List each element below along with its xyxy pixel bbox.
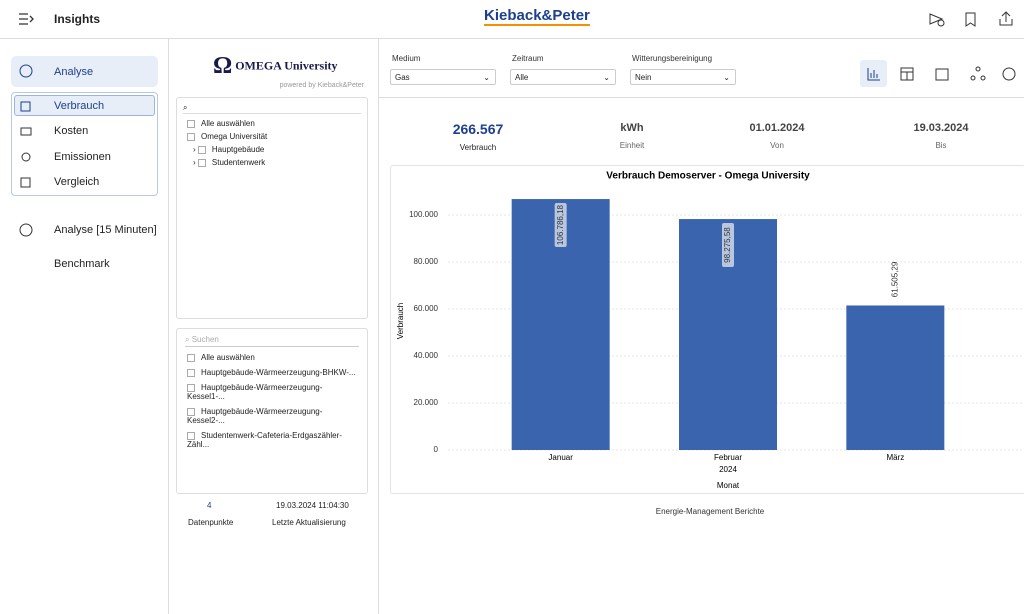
kpi-value: 266.567 bbox=[452, 121, 504, 137]
kpi-label: Bis bbox=[935, 141, 947, 150]
value-label: 61.505,29 bbox=[890, 261, 899, 297]
nav-item[interactable]: Vergleich bbox=[54, 176, 100, 188]
tree-text: Alle auswählen bbox=[201, 119, 255, 128]
bar bbox=[846, 305, 945, 450]
x-tick-label: Februar bbox=[714, 453, 742, 462]
list-box: ⌕ Suchen Alle auswählen Hauptgebäude-Wär… bbox=[176, 328, 368, 494]
tree-item[interactable]: Alle auswählen bbox=[187, 119, 357, 128]
kpi-value: 01.01.2024 bbox=[749, 122, 805, 134]
university-logo: Ω OMEGA University bbox=[213, 53, 338, 79]
stat-value: 19.03.2024 11:04:30 bbox=[276, 501, 349, 510]
tree-item[interactable]: › Hauptgebäude bbox=[193, 145, 265, 154]
list-search[interactable]: ⌕ Suchen bbox=[185, 335, 359, 347]
filter-select[interactable]: Nein ⌄ bbox=[630, 69, 736, 85]
list-text: Hauptgebäude-Wärmeerzeugung-Kessel1-... bbox=[187, 383, 323, 401]
x-tick-label: Januar bbox=[548, 453, 573, 462]
list-item[interactable]: Hauptgebäude-Wärmeerzeugung-Kessel2-... bbox=[187, 407, 357, 425]
list-text: Alle auswählen bbox=[201, 353, 255, 362]
list-text: Studentenwerk-Cafeteria-Erdgaszähler-Zäh… bbox=[187, 431, 342, 449]
logo-text: OMEGA University bbox=[235, 58, 338, 73]
nav-item[interactable]: Analyse bbox=[54, 66, 94, 78]
selection-panel: Ω OMEGA University powered by Kieback&Pe… bbox=[169, 39, 379, 614]
nav-icons bbox=[19, 64, 33, 237]
list-item[interactable]: Hauptgebäude-Wärmeerzeugung-BHKW-... bbox=[187, 368, 357, 377]
menu-icon[interactable] bbox=[18, 12, 36, 26]
stat-label: Datenpunkte bbox=[188, 518, 234, 527]
tree-box: ⌕ Alle auswählen Omega Universität › Hau… bbox=[176, 97, 368, 319]
list-item[interactable]: Alle auswählen bbox=[187, 353, 357, 362]
stat-label: Letzte Aktualisierung bbox=[272, 518, 346, 527]
chart: Verbrauch Demoserver - Omega University … bbox=[390, 165, 1024, 494]
nav-item[interactable]: Benchmark bbox=[54, 258, 110, 270]
filter-bar: Medium Gas ⌄ Zeitraum Alle ⌄ Witterungsber… bbox=[379, 39, 1024, 98]
filter-label: Zeitraum bbox=[512, 54, 544, 63]
filter-label: Medium bbox=[392, 54, 421, 63]
kpi-label: Von bbox=[770, 141, 784, 150]
y-tick-label: 60.000 bbox=[414, 304, 439, 313]
footer-text: Energie-Management Berichte bbox=[655, 507, 765, 516]
filter-label: Witterungsbereinigung bbox=[632, 54, 713, 63]
list-text: Hauptgebäude-Wärmeerzeugung-BHKW-... bbox=[201, 368, 356, 377]
filter-value: Alle bbox=[515, 73, 529, 82]
header: Insights Kieback&Peter bbox=[0, 0, 1024, 39]
tree-item[interactable]: Omega Universität bbox=[187, 132, 357, 141]
value-label: 106.786,18 bbox=[556, 204, 565, 245]
nav-sub-active bbox=[14, 95, 155, 116]
filter-select[interactable]: Alle ⌄ bbox=[510, 69, 616, 85]
tree-text: Studentenwerk bbox=[211, 158, 266, 167]
list-text: Hauptgebäude-Wärmeerzeugung-Kessel2-... bbox=[187, 407, 323, 425]
kpi-value: 19.03.2024 bbox=[913, 122, 969, 134]
kpi-label: Verbrauch bbox=[459, 143, 497, 152]
kpi-value: kWh bbox=[620, 122, 644, 134]
y-tick-label: 0 bbox=[434, 445, 439, 454]
list-item[interactable]: Hauptgebäude-Wärmeerzeugung-Kessel1-... bbox=[187, 383, 357, 401]
y-tick-label: 80.000 bbox=[414, 257, 439, 266]
tree-text: Hauptgebäude bbox=[211, 145, 265, 154]
value-label-bg bbox=[722, 223, 734, 268]
x-tick-label: März bbox=[886, 453, 904, 462]
filter-select[interactable]: Gas ⌄ bbox=[390, 69, 496, 85]
kpi-label: Einheit bbox=[619, 141, 645, 150]
value-label-bg bbox=[554, 203, 567, 248]
x-axis-label: Monat bbox=[717, 481, 740, 490]
tree-text: Omega Universität bbox=[201, 132, 268, 141]
y-tick-label: 40.000 bbox=[414, 351, 439, 360]
filter-value: Gas bbox=[395, 73, 410, 82]
chart-title: Verbrauch Demoserver - Omega University bbox=[606, 171, 810, 182]
tree-item[interactable]: › Studentenwerk bbox=[193, 158, 266, 167]
brand-logo: Kieback&Peter bbox=[484, 7, 590, 26]
value-label: 98.275,58 bbox=[723, 227, 732, 263]
view-icons[interactable] bbox=[866, 66, 1016, 82]
y-tick-label: 100.000 bbox=[409, 210, 438, 219]
nav-item[interactable]: Kosten bbox=[54, 125, 89, 137]
search-placeholder: Suchen bbox=[191, 335, 219, 344]
nav-item[interactable]: Emissionen bbox=[54, 151, 111, 163]
nav-group bbox=[11, 92, 158, 196]
tree-search[interactable]: ⌕ bbox=[183, 103, 361, 114]
sidebar: Analyse Verbrauch Kosten Emissionen Verg… bbox=[0, 39, 169, 614]
nav-item[interactable]: Analyse [15 Minuten] bbox=[54, 224, 157, 236]
y-axis-label: Verbrauch bbox=[396, 303, 405, 339]
y-tick-label: 20.000 bbox=[414, 398, 439, 407]
app-title: Insights bbox=[54, 12, 101, 26]
x-sublabel: 2024 bbox=[719, 465, 737, 474]
list-item[interactable]: Studentenwerk-Cafeteria-Erdgaszähler-Zäh… bbox=[187, 431, 357, 449]
filter-value: Nein bbox=[635, 73, 652, 82]
stat-value: 4 bbox=[207, 501, 212, 510]
nav-item[interactable]: Verbrauch bbox=[54, 100, 105, 112]
powered-by: powered by Kieback&Peter bbox=[279, 82, 364, 89]
header-actions[interactable] bbox=[928, 11, 1018, 27]
nav-active-bg bbox=[11, 56, 158, 87]
